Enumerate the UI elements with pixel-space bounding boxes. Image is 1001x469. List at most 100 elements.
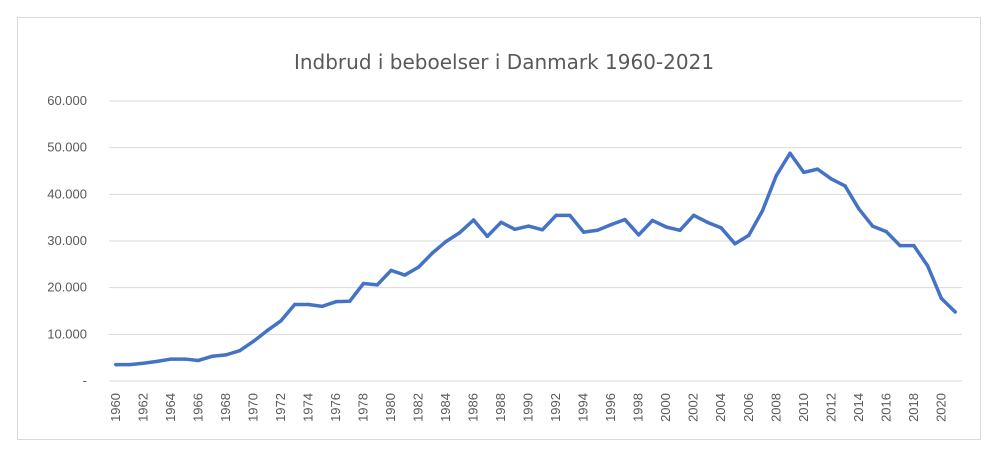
x-tick-label: 2004 xyxy=(713,393,728,422)
x-tick-label: 1962 xyxy=(135,393,150,422)
x-tick-label: 1978 xyxy=(356,393,371,422)
x-tick-label: 1972 xyxy=(273,393,288,422)
data-point xyxy=(609,222,613,227)
x-tick-label: 1976 xyxy=(328,393,343,422)
x-tick-label: 1992 xyxy=(548,393,563,422)
data-point xyxy=(210,354,214,358)
x-tick-label: 2018 xyxy=(906,393,921,422)
x-tick-label: 1960 xyxy=(108,393,123,422)
data-point xyxy=(857,207,861,211)
data-point xyxy=(334,299,338,304)
x-tick-label: 1984 xyxy=(438,393,453,422)
data-point xyxy=(293,302,297,307)
y-tick-label: 50.000 xyxy=(47,140,87,155)
data-point xyxy=(155,359,159,364)
data-point xyxy=(898,243,902,248)
x-tick-label: 2012 xyxy=(823,393,838,422)
data-point xyxy=(953,310,957,314)
x-tick-label: 2006 xyxy=(741,393,756,422)
data-point xyxy=(747,233,751,238)
data-point xyxy=(678,228,682,232)
x-tick-label: 2014 xyxy=(851,393,866,422)
line-chart: Indbrud i beboelser i Danmark 1960-2021 … xyxy=(47,50,962,422)
data-point xyxy=(141,361,146,365)
y-tick-label: 40.000 xyxy=(47,186,87,201)
data-point xyxy=(375,283,379,287)
x-tick-label: 1996 xyxy=(603,393,618,422)
x-tick-label: 1968 xyxy=(218,393,233,422)
data-point xyxy=(788,151,792,155)
data-point xyxy=(705,220,710,225)
data-point xyxy=(196,358,201,363)
data-point xyxy=(458,230,462,235)
data-point xyxy=(733,242,737,246)
x-tick-label: 1988 xyxy=(493,393,508,422)
data-point xyxy=(444,239,448,244)
data-point xyxy=(471,218,476,222)
data-point xyxy=(251,339,256,344)
data-point xyxy=(664,225,668,229)
data-point xyxy=(774,173,778,178)
data-point xyxy=(925,264,930,268)
data-point xyxy=(623,217,627,222)
data-point xyxy=(127,362,132,367)
y-tick-label: 60.000 xyxy=(47,93,87,108)
data-point xyxy=(568,213,572,218)
y-tick-label: 30.000 xyxy=(47,233,87,248)
data-point xyxy=(430,251,435,255)
data-point xyxy=(348,299,352,303)
x-tick-label: 2010 xyxy=(796,393,811,422)
data-point xyxy=(513,227,517,232)
data-point xyxy=(912,243,916,248)
data-point xyxy=(320,304,324,309)
x-tick-label: 2002 xyxy=(686,393,701,422)
data-point xyxy=(719,226,723,230)
x-tick-label: 2016 xyxy=(878,393,893,422)
x-tick-label: 1964 xyxy=(163,393,178,422)
x-tick-label: 1980 xyxy=(383,393,398,422)
data-point xyxy=(279,319,283,323)
x-tick-label: 1966 xyxy=(190,393,205,422)
data-point xyxy=(692,213,696,218)
x-tick-label: 1982 xyxy=(411,393,426,422)
data-point xyxy=(843,184,847,188)
data-point xyxy=(526,224,531,228)
data-point xyxy=(554,213,558,218)
y-tick-label: - xyxy=(83,373,87,388)
data-point xyxy=(581,230,586,234)
data-point xyxy=(238,348,242,353)
data-point xyxy=(499,220,503,225)
x-tick-label: 1970 xyxy=(245,393,260,422)
data-point xyxy=(403,273,407,277)
y-tick-label: 10.000 xyxy=(47,326,87,341)
data-point xyxy=(114,362,118,367)
data-point xyxy=(182,357,187,361)
data-point xyxy=(361,281,366,286)
x-tick-label: 1974 xyxy=(300,393,315,422)
data-point xyxy=(265,328,269,333)
x-tick-label: 1994 xyxy=(576,393,591,422)
data-point xyxy=(416,265,421,269)
x-tick-label: 2008 xyxy=(768,393,783,422)
y-tick-label: 20.000 xyxy=(47,280,87,295)
data-point xyxy=(485,234,490,239)
x-tick-label: 2020 xyxy=(933,393,948,422)
series-line xyxy=(114,151,957,367)
data-point xyxy=(815,167,820,171)
data-point xyxy=(169,357,173,361)
x-tick-label: 1998 xyxy=(631,393,646,422)
chart-frame: Indbrud i beboelser i Danmark 1960-2021 … xyxy=(17,17,981,440)
data-point xyxy=(389,268,393,273)
data-point xyxy=(595,228,600,232)
data-point xyxy=(760,208,765,213)
x-tick-label: 1990 xyxy=(521,393,536,422)
data-point xyxy=(650,218,655,223)
data-point xyxy=(939,296,944,301)
data-point xyxy=(636,233,641,237)
data-point xyxy=(306,302,311,307)
data-point xyxy=(540,228,545,232)
data-point xyxy=(884,229,889,234)
chart-title: Indbrud i beboelser i Danmark 1960-2021 xyxy=(294,50,714,74)
data-point xyxy=(829,177,833,181)
x-tick-label: 2000 xyxy=(658,393,673,422)
